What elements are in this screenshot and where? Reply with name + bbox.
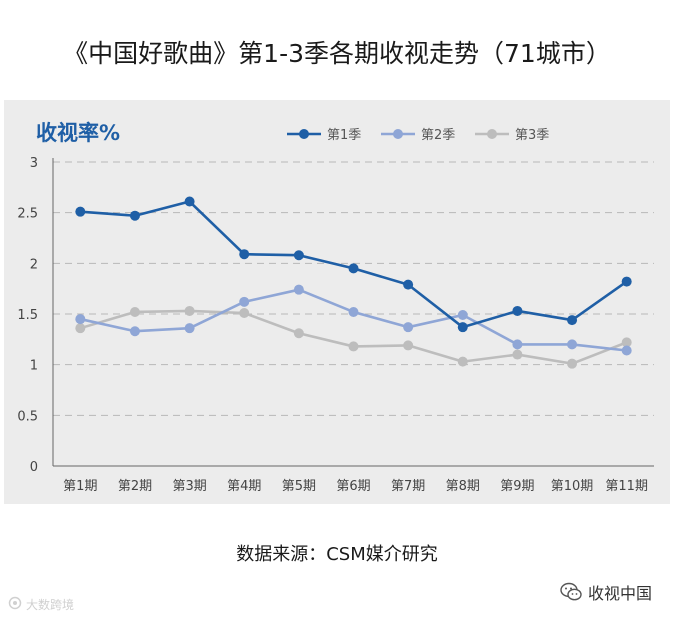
wechat-icon xyxy=(560,582,582,602)
brand-badge: 收视中国 xyxy=(560,580,652,604)
data-point xyxy=(184,305,195,316)
data-point xyxy=(567,315,578,326)
y-tick-label: 3 xyxy=(30,156,38,171)
x-tick-label: 第6期 xyxy=(336,479,370,494)
data-point xyxy=(403,322,414,333)
data-source-note: 数据来源：CSM媒介研究 xyxy=(236,544,438,565)
x-tick-label: 第3期 xyxy=(172,479,206,494)
data-point xyxy=(457,322,468,333)
y-tick-label: 1 xyxy=(30,359,38,374)
y-tick-label: 0 xyxy=(30,460,38,475)
y-tick-label: 0.5 xyxy=(17,409,38,424)
data-point xyxy=(512,349,523,360)
chart-panel: 收视率% 0 0.5 1 1.5 2 2.5 3 第1期 第2期 第3期 第4期 第5期 第6期 第7期 第8… xyxy=(4,100,670,504)
data-point xyxy=(567,358,578,369)
series-line xyxy=(80,288,627,352)
data-point xyxy=(348,341,359,352)
data-point xyxy=(512,339,523,350)
data-point xyxy=(75,323,86,334)
data-point xyxy=(75,314,86,325)
data-point xyxy=(403,279,414,290)
y-tick-label: 2.5 xyxy=(17,207,38,222)
data-point xyxy=(75,206,86,217)
brand-label: 收视中国 xyxy=(587,584,652,603)
data-point xyxy=(457,356,468,367)
x-tick-label: 第9期 xyxy=(500,479,534,494)
legend-label: 第1季 xyxy=(327,128,361,143)
y-axis-label: 收视率% xyxy=(36,121,120,145)
page-title: 《中国好歌曲》第1-3季各期收视走势（71城市） xyxy=(63,39,611,68)
data-point xyxy=(403,340,414,351)
data-point xyxy=(184,196,195,207)
x-tick-label: 第11期 xyxy=(605,479,648,494)
data-point xyxy=(621,276,632,287)
legend-swatch-marker xyxy=(487,129,497,139)
data-point xyxy=(184,323,195,334)
y-tick-label: 1.5 xyxy=(17,308,38,323)
x-tick-label: 第4期 xyxy=(227,479,261,494)
legend-label: 第3季 xyxy=(515,128,549,143)
data-point xyxy=(293,328,304,339)
data-point xyxy=(457,310,468,321)
data-point xyxy=(621,345,632,356)
x-tick-label: 第7期 xyxy=(391,479,425,494)
data-point xyxy=(239,249,250,260)
data-point xyxy=(239,307,250,318)
legend-swatch-marker xyxy=(393,129,403,139)
x-tick-label: 第8期 xyxy=(446,479,480,494)
data-point xyxy=(129,306,140,317)
watermark-text: 大数跨境 xyxy=(26,598,75,612)
series-line xyxy=(79,309,628,365)
y-tick-label: 2 xyxy=(30,257,38,272)
logo-icon xyxy=(8,596,24,613)
x-tick-label: 第2期 xyxy=(118,479,152,494)
data-point xyxy=(239,296,250,307)
data-point xyxy=(129,210,140,221)
data-point xyxy=(293,250,304,261)
data-point xyxy=(621,337,632,348)
data-point xyxy=(293,284,304,295)
x-tick-label: 第5期 xyxy=(282,479,316,494)
data-point xyxy=(567,339,578,350)
x-tick-label: 第10期 xyxy=(551,479,594,494)
data-point xyxy=(512,305,523,316)
x-tick-label: 第1期 xyxy=(63,479,97,494)
line-chart: 收视率% 0 0.5 1 1.5 2 2.5 3 第1期 第2期 第3期 第4期 第5期 第6期 第7期 第8… xyxy=(17,121,654,494)
legend-swatch-marker xyxy=(299,129,309,139)
watermark: 大数跨境 xyxy=(8,596,74,613)
data-point xyxy=(129,326,140,337)
legend-label: 第2季 xyxy=(421,128,455,143)
data-point xyxy=(348,306,359,317)
data-point xyxy=(348,263,359,274)
